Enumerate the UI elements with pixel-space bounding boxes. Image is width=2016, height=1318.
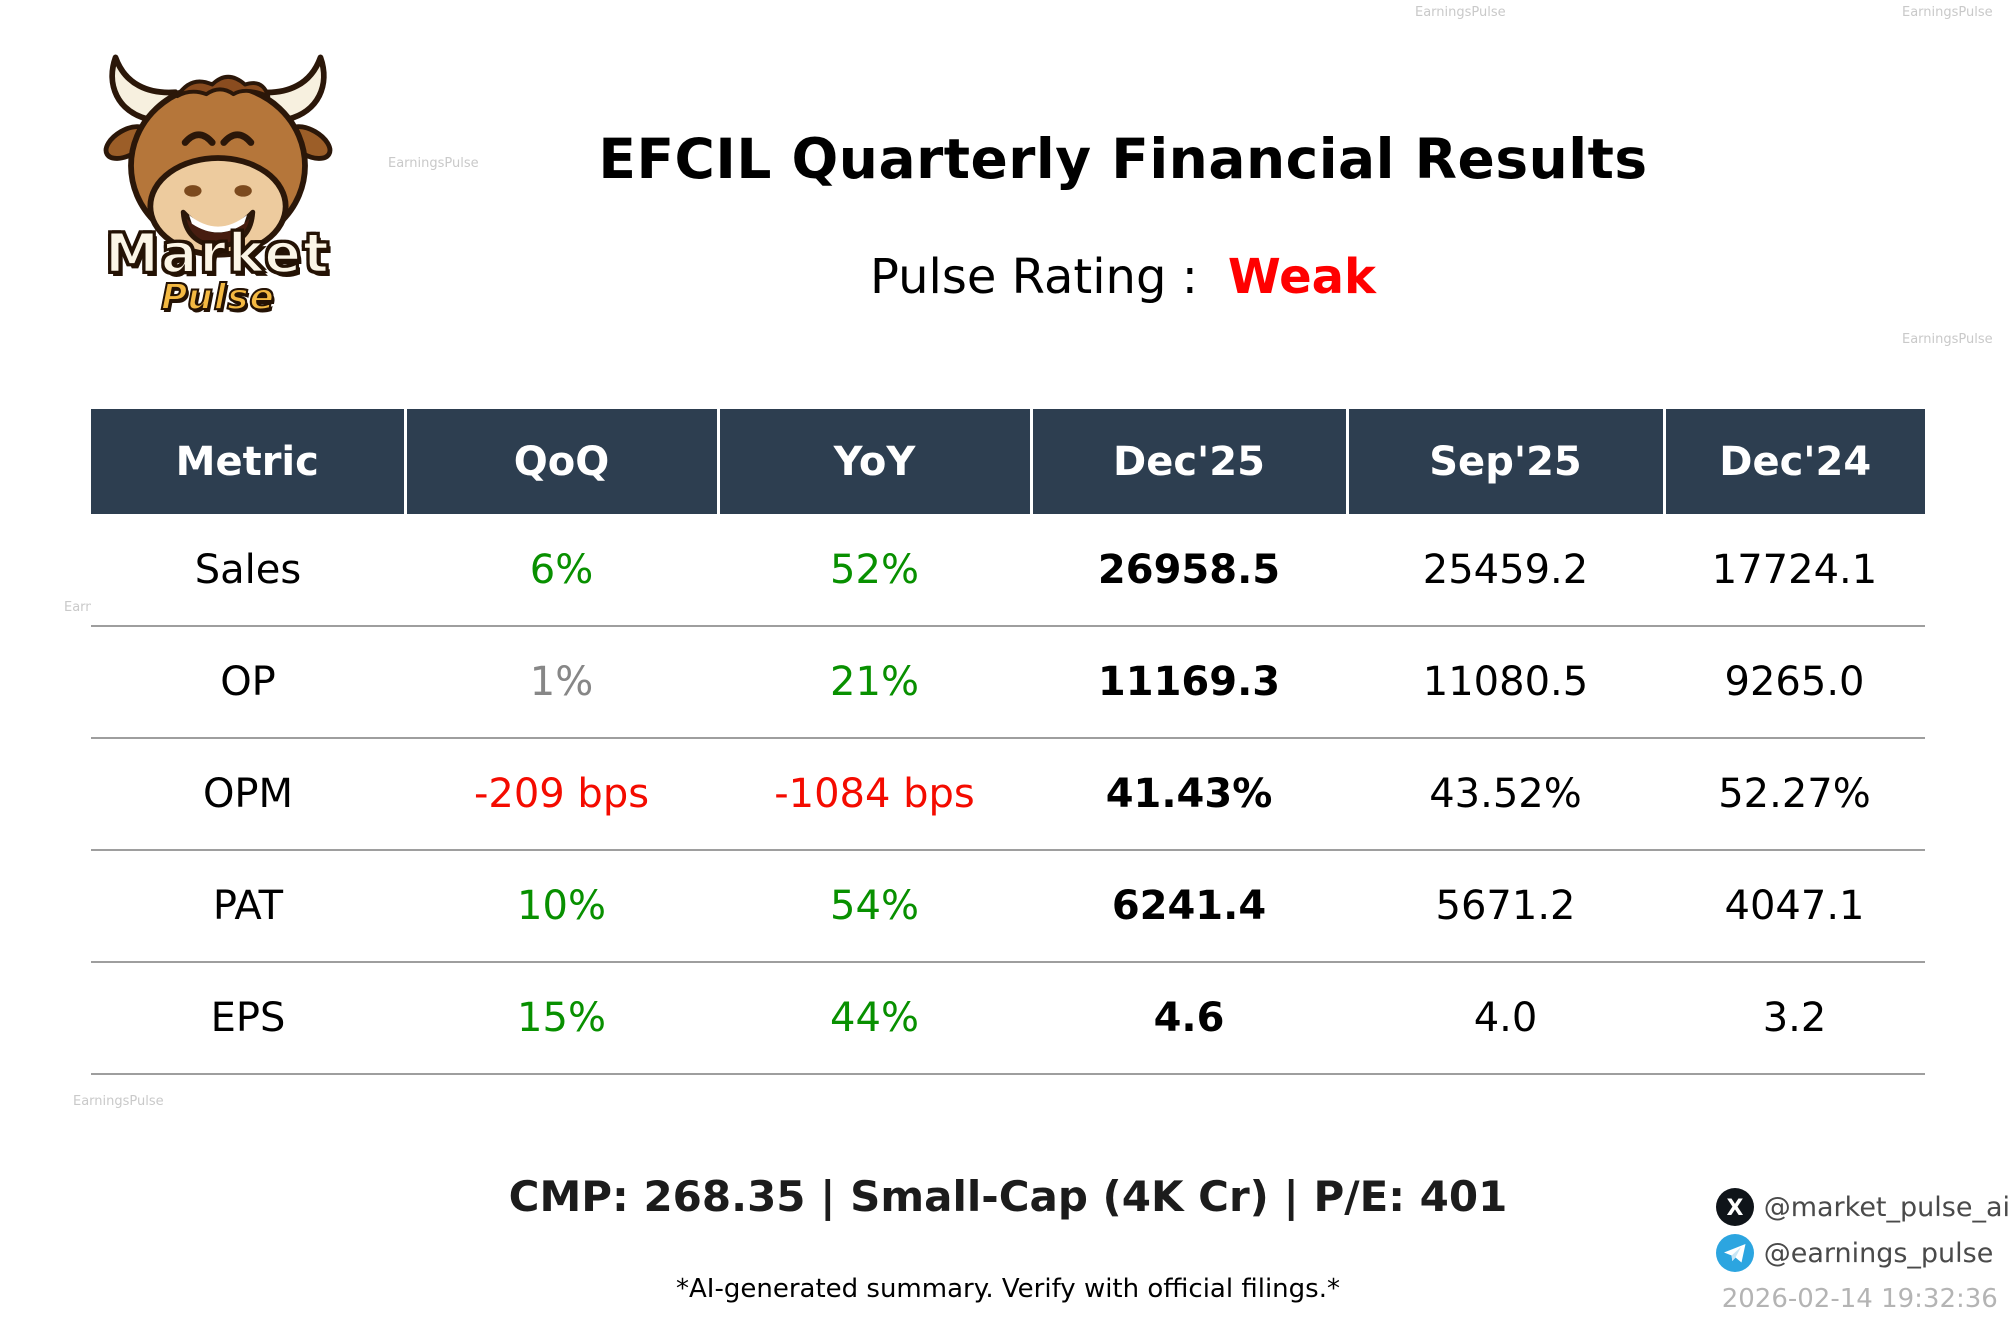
earningspulse-watermark: EarningsPulse bbox=[1902, 332, 1993, 347]
table-row: OPM -209 bps -1084 bps 41.43% 43.52% 52.… bbox=[91, 738, 1925, 851]
pulse-rating-label: Pulse Rating : bbox=[870, 249, 1198, 306]
table-row: PAT 10% 54% 6241.4 5671.2 4047.1 bbox=[91, 850, 1925, 963]
table-cell-dec24: 3.2 bbox=[1664, 962, 1925, 1075]
table-cell-dec24: 52.27% bbox=[1664, 738, 1925, 851]
telegram-handle: @earnings_pulse bbox=[1763, 1237, 1994, 1269]
logo-wordmark-market: Market bbox=[104, 221, 331, 287]
table-cell-qoq: 6% bbox=[405, 514, 718, 627]
table-cell-dec24: 4047.1 bbox=[1664, 850, 1925, 963]
table-cell-dec25: 6241.4 bbox=[1031, 850, 1347, 963]
telegram-icon bbox=[1715, 1234, 1754, 1272]
earningspulse-watermark: EarningsPulse bbox=[1902, 5, 1993, 20]
table-cell-sep25: 11080.5 bbox=[1347, 626, 1664, 739]
metric-label: OPM bbox=[91, 738, 405, 851]
table-row: EPS 15% 44% 4.6 4.0 3.2 bbox=[91, 962, 1925, 1075]
table-cell-qoq: 15% bbox=[405, 962, 718, 1075]
column-header-metric: Metric bbox=[91, 409, 407, 514]
x-handle-row: X @market_pulse_ai bbox=[1715, 1188, 2010, 1226]
earningspulse-watermark: EarningsPulse bbox=[73, 1094, 164, 1109]
table-cell-dec25: 26958.5 bbox=[1031, 514, 1347, 627]
pulse-rating-value: Weak bbox=[1227, 249, 1376, 306]
table-cell-yoy: 21% bbox=[718, 626, 1031, 739]
table-cell-dec24: 17724.1 bbox=[1664, 514, 1925, 627]
svg-text:X: X bbox=[1726, 1196, 1743, 1221]
table-cell-sep25: 5671.2 bbox=[1347, 850, 1664, 963]
table-cell-yoy: -1084 bps bbox=[718, 738, 1031, 851]
page-title: EFCIL Quarterly Financial Results bbox=[598, 127, 1648, 191]
table-cell-qoq: 10% bbox=[405, 850, 718, 963]
table-cell-dec25: 11169.3 bbox=[1031, 626, 1347, 739]
x-twitter-icon: X bbox=[1715, 1188, 1754, 1226]
cmp-summary-line: CMP: 268.35 | Small-Cap (4K Cr) | P/E: 4… bbox=[508, 1172, 1508, 1221]
table-cell-sep25: 43.52% bbox=[1347, 738, 1664, 851]
table-cell-yoy: 44% bbox=[718, 962, 1031, 1075]
table-cell-dec25: 41.43% bbox=[1031, 738, 1347, 851]
telegram-handle-row: @earnings_pulse bbox=[1715, 1234, 2010, 1272]
table-cell-sep25: 25459.2 bbox=[1347, 514, 1664, 627]
financial-results-table: Metric QoQ YoY Dec'25 Sep'25 Dec'24 Sale… bbox=[91, 409, 1925, 1075]
ai-disclaimer: *AI-generated summary. Verify with offic… bbox=[676, 1274, 1340, 1304]
column-header-sep25: Sep'25 bbox=[1347, 409, 1666, 514]
table-cell-sep25: 4.0 bbox=[1347, 962, 1664, 1075]
column-header-dec25: Dec'25 bbox=[1031, 409, 1349, 514]
table-header-row: Metric QoQ YoY Dec'25 Sep'25 Dec'24 bbox=[91, 409, 1925, 514]
column-header-yoy: YoY bbox=[718, 409, 1033, 514]
social-links: X @market_pulse_ai @earnings_pulse 2026-… bbox=[1715, 1188, 2010, 1314]
metric-label: OP bbox=[91, 626, 405, 739]
header: EFCIL Quarterly Financial Results Pulse … bbox=[230, 127, 2016, 305]
pulse-rating: Pulse Rating : Weak bbox=[230, 249, 2016, 305]
x-handle: @market_pulse_ai bbox=[1763, 1191, 2010, 1223]
column-header-qoq: QoQ bbox=[405, 409, 720, 514]
bull-mascot-icon bbox=[103, 54, 333, 258]
table-row: Sales 6% 52% 26958.5 25459.2 17724.1 bbox=[91, 514, 1925, 627]
generated-timestamp: 2026-02-14 19:32:36 bbox=[1721, 1284, 1998, 1314]
table-cell-yoy: 52% bbox=[718, 514, 1031, 627]
table-cell-yoy: 54% bbox=[718, 850, 1031, 963]
table-cell-dec24: 9265.0 bbox=[1664, 626, 1925, 739]
table-cell-qoq: -209 bps bbox=[405, 738, 718, 851]
metric-label: Sales bbox=[91, 514, 405, 627]
table-cell-dec25: 4.6 bbox=[1031, 962, 1347, 1075]
metric-label: PAT bbox=[91, 850, 405, 963]
table-row: OP 1% 21% 11169.3 11080.5 9265.0 bbox=[91, 626, 1925, 739]
table-cell-qoq: 1% bbox=[405, 626, 718, 739]
logo-wordmark-pulse: Pulse bbox=[160, 276, 275, 319]
column-header-dec24: Dec'24 bbox=[1664, 409, 1925, 514]
earningspulse-watermark: EarningsPulse bbox=[1415, 5, 1506, 20]
earningspulse-watermark: EarningsPulse bbox=[388, 156, 479, 171]
metric-label: EPS bbox=[91, 962, 405, 1075]
market-pulse-logo: Market Pulse bbox=[62, 42, 374, 319]
